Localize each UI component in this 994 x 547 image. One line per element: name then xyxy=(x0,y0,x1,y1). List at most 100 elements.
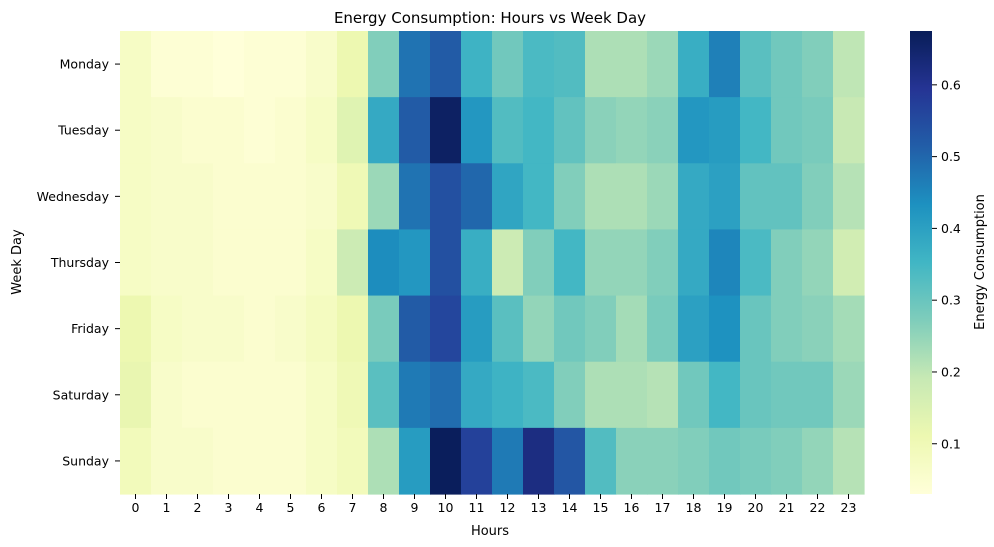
heatmap-cell xyxy=(461,361,493,429)
heatmap-cell xyxy=(120,31,152,98)
heatmap-cell xyxy=(120,163,152,231)
heatmap-cell xyxy=(182,97,214,164)
heatmap-cell xyxy=(585,427,617,495)
y-tick-label: Friday xyxy=(71,321,109,336)
heatmap-cell xyxy=(306,163,338,231)
heatmap-cell xyxy=(368,427,400,495)
colorbar-tick-label: 0.3 xyxy=(941,293,961,308)
x-tick-label: 9 xyxy=(411,500,419,515)
heatmap-cell xyxy=(461,97,493,164)
heatmap-cell xyxy=(678,31,710,98)
heatmap-cell xyxy=(182,229,214,297)
heatmap-cell xyxy=(244,427,276,495)
heatmap-cell xyxy=(523,229,555,297)
heatmap-cell xyxy=(275,229,307,297)
heatmap-cell xyxy=(585,229,617,297)
x-axis-title: Hours xyxy=(471,524,509,539)
x-tick-label: 20 xyxy=(748,500,764,515)
heatmap-cell xyxy=(554,229,586,297)
chart-title: Energy Consumption: Hours vs Week Day xyxy=(334,9,646,27)
x-tick-label: 14 xyxy=(562,500,578,515)
heatmap-cell xyxy=(213,229,245,297)
heatmap-cell xyxy=(120,427,152,495)
heatmap-cell xyxy=(554,163,586,231)
heatmap-cell xyxy=(182,361,214,429)
heatmap-cell xyxy=(306,229,338,297)
heatmap-cell xyxy=(182,427,214,495)
heatmap-cell xyxy=(616,163,648,231)
x-tick-label: 18 xyxy=(686,500,702,515)
heatmap-cell xyxy=(647,163,679,231)
heatmap-cell xyxy=(151,427,183,495)
heatmap-cell xyxy=(306,361,338,429)
x-tick-label: 23 xyxy=(841,500,857,515)
heatmap-cell xyxy=(740,31,772,98)
heatmap-cell xyxy=(678,361,710,429)
heatmap-cell xyxy=(616,97,648,164)
heatmap-cell xyxy=(771,97,803,164)
y-tick-label: Tuesday xyxy=(57,123,109,138)
heatmap-cell xyxy=(833,229,865,297)
x-tick-label: 3 xyxy=(225,500,233,515)
heatmap-cell xyxy=(771,31,803,98)
heatmap-cell xyxy=(585,31,617,98)
heatmap-cell xyxy=(182,163,214,231)
heatmap-cell xyxy=(771,427,803,495)
heatmap-cell xyxy=(802,427,834,495)
x-tick-label: 4 xyxy=(256,500,264,515)
heatmap-cell xyxy=(585,97,617,164)
heatmap-cell xyxy=(244,295,276,363)
heatmap-cell xyxy=(647,361,679,429)
heatmap-cell xyxy=(709,31,741,98)
heatmap-cell xyxy=(802,97,834,164)
heatmap-cell xyxy=(709,361,741,429)
heatmap-cell xyxy=(213,295,245,363)
colorbar xyxy=(910,31,932,494)
x-tick-label: 6 xyxy=(318,500,326,515)
heatmap-cells xyxy=(120,31,865,495)
colorbar-tick-label: 0.2 xyxy=(941,364,961,379)
heatmap-cell xyxy=(647,97,679,164)
heatmap-cell xyxy=(399,97,431,164)
heatmap-cell xyxy=(244,361,276,429)
heatmap-cell xyxy=(461,229,493,297)
heatmap-cell xyxy=(368,163,400,231)
heatmap-cell xyxy=(492,31,524,98)
x-axis: 0 1 2 3 4 5 6 7 8 9 10 11 12 13 14 15 16 17 18 19 20 21 22 23 xyxy=(132,494,857,515)
heatmap-cell xyxy=(616,229,648,297)
heatmap-cell xyxy=(523,31,555,98)
x-tick-label: 11 xyxy=(469,500,485,515)
heatmap-cell xyxy=(182,31,214,98)
heatmap-cell xyxy=(492,427,524,495)
heatmap-cell xyxy=(523,427,555,495)
heatmap-cell xyxy=(833,31,865,98)
heatmap-cell xyxy=(244,163,276,231)
colorbar-title: Energy Consumption xyxy=(973,194,988,330)
x-tick-label: 7 xyxy=(349,500,357,515)
heatmap-cell xyxy=(151,295,183,363)
heatmap-cell xyxy=(647,295,679,363)
heatmap-cell xyxy=(120,361,152,429)
heatmap-cell xyxy=(616,361,648,429)
heatmap-cell xyxy=(833,427,865,495)
heatmap-cell xyxy=(368,229,400,297)
x-tick-label: 8 xyxy=(380,500,388,515)
heatmap-cell xyxy=(709,163,741,231)
heatmap-cell xyxy=(554,295,586,363)
heatmap-cell xyxy=(523,97,555,164)
x-tick-label: 2 xyxy=(194,500,202,515)
heatmap-cell xyxy=(492,163,524,231)
heatmap-cell xyxy=(430,295,462,363)
heatmap-cell xyxy=(523,361,555,429)
heatmap-cell xyxy=(492,295,524,363)
heatmap-cell xyxy=(275,31,307,98)
heatmap-cell xyxy=(461,31,493,98)
y-tick-label: Wednesday xyxy=(37,189,110,204)
heatmap-cell xyxy=(709,427,741,495)
heatmap-cell xyxy=(430,229,462,297)
heatmap-cell xyxy=(585,361,617,429)
y-tick-label: Sunday xyxy=(62,453,109,468)
heatmap-cell xyxy=(337,295,369,363)
heatmap-cell xyxy=(802,361,834,429)
